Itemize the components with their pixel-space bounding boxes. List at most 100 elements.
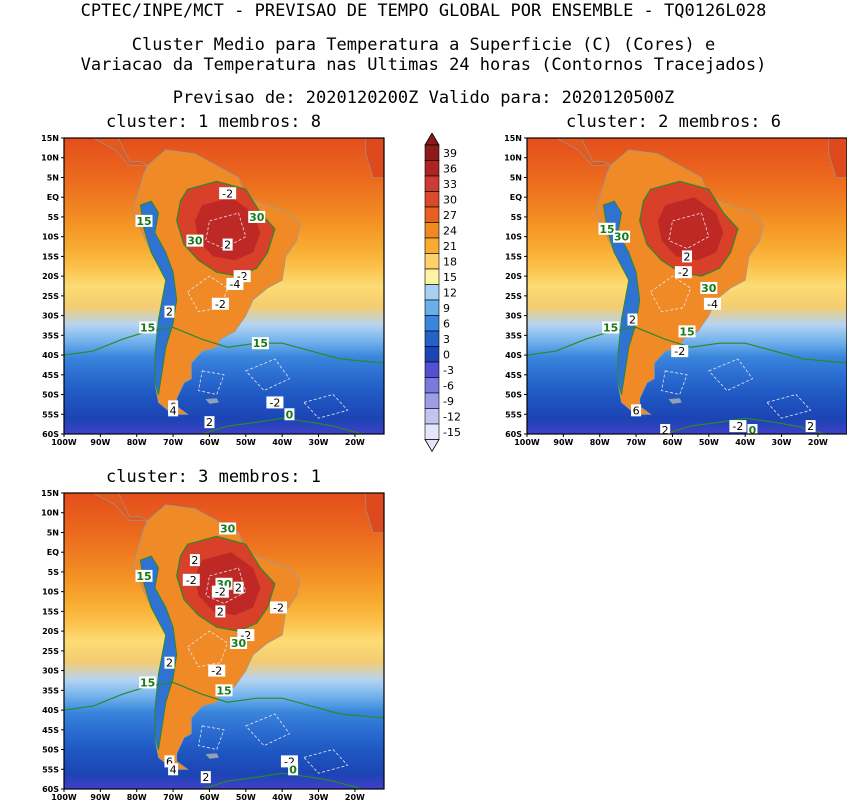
- contour-label: -2: [215, 586, 226, 599]
- contour-label-box: [164, 755, 175, 768]
- contour-label: 2: [217, 605, 224, 618]
- lat-tick-label: 10S: [42, 588, 59, 597]
- colorbar-swatch: [424, 299, 440, 316]
- contour-label-box: [682, 250, 692, 263]
- contour-label-box: [182, 573, 200, 586]
- colorbar-label: 0: [443, 348, 450, 361]
- contour-label-box: [164, 656, 175, 669]
- contour-label-box: [288, 763, 299, 776]
- africa-landmass: [828, 138, 847, 178]
- hot-core-region: [657, 197, 724, 261]
- contour-label: 30: [249, 211, 265, 224]
- chart-title-line-1: Cluster Medio para Temperatura a Superfi…: [131, 35, 716, 55]
- colorbar-bottom-arrow: [424, 439, 440, 453]
- africa-landmass: [365, 493, 384, 533]
- lon-tick-label: 20W: [345, 793, 365, 802]
- contour-label-box: [211, 297, 229, 310]
- lat-tick-label: 5S: [48, 568, 60, 577]
- lon-tick-label: 50W: [699, 438, 719, 447]
- contour-label-box: [674, 266, 692, 279]
- colorbar-swatch: [424, 222, 440, 239]
- lat-tick-label: 50S: [42, 391, 59, 400]
- lat-tick-label: 30S: [505, 312, 522, 321]
- contour-label-box: [189, 554, 200, 567]
- colorbar-swatch: [424, 361, 440, 378]
- colorbar-swatch: [424, 160, 440, 177]
- contour-label-box: [168, 404, 179, 417]
- contour-label-box: [660, 424, 671, 437]
- chart-title-line-2: Variacao da Temperatura nas Ultimas 24 h…: [80, 55, 767, 75]
- map-frame: [526, 137, 847, 435]
- colorbar-label: 18: [443, 255, 457, 268]
- lat-tick-label: 10N: [41, 509, 59, 518]
- contour-label-box: [204, 416, 215, 429]
- contour-label: 30: [220, 523, 236, 536]
- lat-tick-label: 10N: [41, 154, 59, 163]
- lat-tick-label: 35S: [505, 331, 522, 340]
- contour-label: 15: [253, 337, 268, 350]
- colorbar-swatch: [424, 284, 440, 301]
- contour-label: -2: [674, 345, 685, 358]
- contour-label: 15: [599, 223, 614, 236]
- contour-label-box: [135, 569, 153, 582]
- colorbar-label: -3: [443, 364, 454, 377]
- lon-tick-label: 70W: [163, 438, 183, 447]
- contour-label: 4: [170, 404, 177, 417]
- lat-tick-label: 15N: [504, 134, 522, 143]
- contour-label: 30: [231, 637, 247, 650]
- colorbar-top-arrow: [424, 132, 440, 146]
- lat-tick-label: 20S: [505, 272, 522, 281]
- lon-tick-label: 60W: [199, 438, 219, 447]
- contour-label-box: [164, 305, 175, 318]
- variation-contour-2: [245, 713, 291, 747]
- contour-label: -2: [269, 396, 280, 409]
- hot-core-region: [194, 197, 261, 261]
- contour-label-box: [226, 278, 244, 291]
- lat-tick-label: EQ: [510, 193, 522, 202]
- lon-tick-label: 40W: [272, 438, 292, 447]
- colorbar-label: -6: [443, 379, 454, 392]
- variation-contour-0: [187, 630, 229, 668]
- contour-label: -2: [678, 266, 689, 279]
- contour-label-box: [219, 522, 237, 535]
- cluster-1-title: cluster: 1 membros: 8: [106, 112, 321, 132]
- variation-contour-0: [650, 275, 692, 313]
- contour-label-box: [186, 234, 204, 247]
- lon-tick-label: 50W: [236, 793, 256, 802]
- variation-contour-1: [668, 212, 710, 249]
- contour-label: 2: [206, 416, 213, 429]
- contour-label-box: [805, 420, 816, 433]
- contour-label: 2: [202, 771, 209, 784]
- lon-tick-label: 20W: [808, 438, 828, 447]
- contour-0c: [665, 417, 826, 434]
- lat-tick-label: 5N: [47, 528, 59, 537]
- cluster-2-title: cluster: 2 membros: 6: [566, 112, 781, 132]
- lon-tick-label: 100W: [51, 793, 77, 802]
- contour-0c: [202, 772, 363, 789]
- colorbar-label: 27: [443, 209, 457, 222]
- colorbar-label: 9: [443, 302, 450, 315]
- contour-label: 15: [140, 676, 155, 689]
- variation-contour-3: [303, 749, 349, 774]
- variation-contour-3: [766, 394, 812, 419]
- contour-label-box: [233, 581, 244, 594]
- colorbar-label: -9: [443, 395, 454, 408]
- contour-label-box: [631, 404, 642, 417]
- contour-label: -2: [732, 420, 743, 433]
- contour-label: -2: [284, 755, 295, 768]
- lat-tick-label: 10N: [504, 154, 522, 163]
- lat-tick-label: EQ: [47, 548, 59, 557]
- contour-label: 30: [187, 235, 203, 248]
- contour-label-box: [627, 313, 638, 326]
- lat-tick-label: 15S: [505, 252, 522, 261]
- contour-label-box: [222, 238, 233, 251]
- contour-label-box: [703, 297, 721, 310]
- contour-label: -2: [240, 629, 251, 642]
- lon-tick-label: 80W: [590, 438, 610, 447]
- falkland-islands: [205, 753, 219, 759]
- contour-0c: [202, 417, 363, 434]
- contour-label-box: [230, 636, 248, 649]
- lon-tick-label: 30W: [772, 438, 792, 447]
- lon-tick-label: 100W: [514, 438, 540, 447]
- lat-tick-label: 55S: [505, 410, 522, 419]
